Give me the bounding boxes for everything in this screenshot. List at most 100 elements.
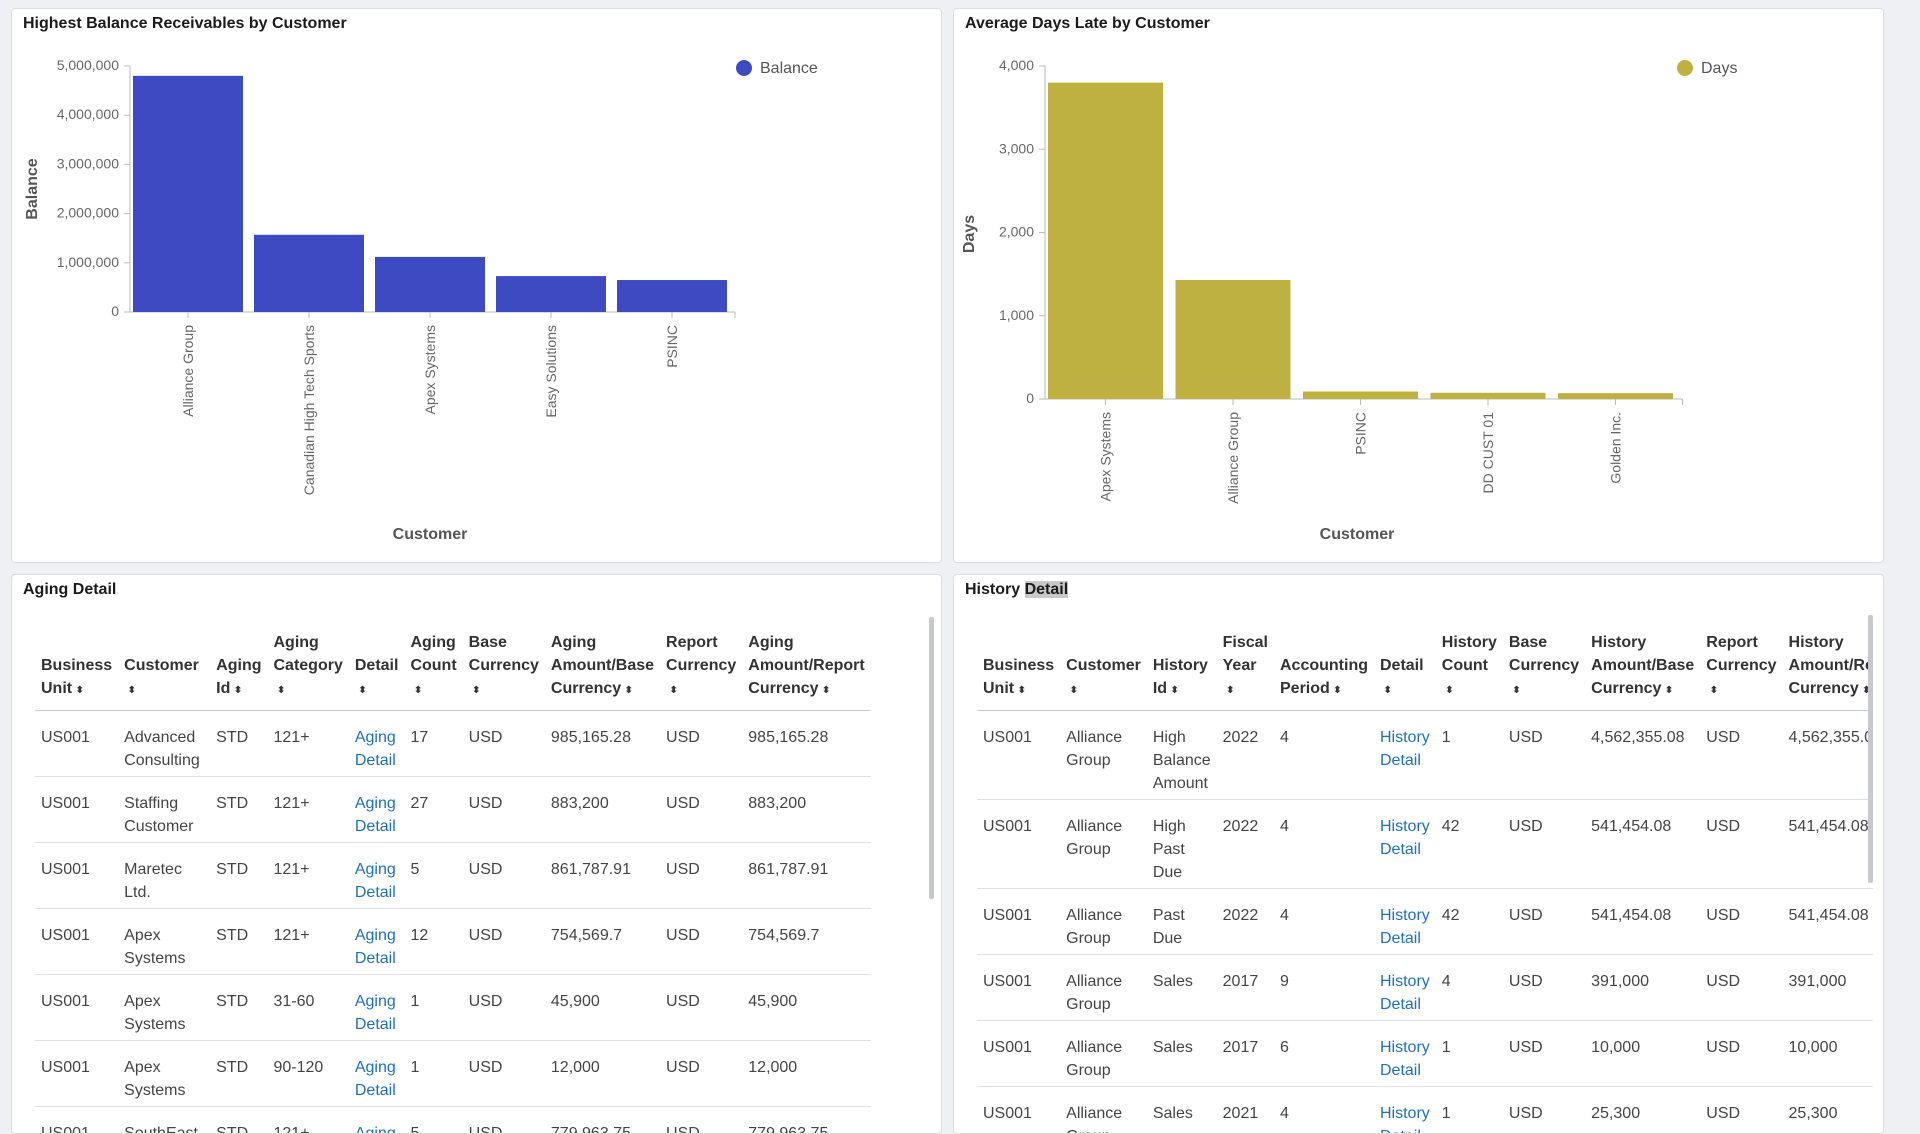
days-bar-alliance-group[interactable] bbox=[1176, 280, 1291, 399]
history-vertical-scrollbar[interactable] bbox=[1868, 615, 1873, 883]
column-header-text: Amount/Report bbox=[748, 657, 864, 674]
days-bar-apex-systems[interactable] bbox=[1048, 83, 1163, 399]
table-cell: 121+ bbox=[268, 711, 349, 777]
column-header-detail[interactable]: Detail⬍ bbox=[349, 619, 405, 711]
history-detail-title: History Detail bbox=[965, 581, 1068, 599]
days-legend-label[interactable]: Days bbox=[1701, 60, 1737, 77]
table-cell: 4 bbox=[1274, 1087, 1374, 1134]
column-header-text: Currency bbox=[1706, 657, 1776, 674]
days-bar-dd-cust-01[interactable] bbox=[1431, 393, 1546, 399]
sort-icon[interactable]: ⬍ bbox=[75, 680, 84, 701]
balance-xtick-label: Apex Systems bbox=[422, 325, 438, 414]
sort-icon[interactable]: ⬍ bbox=[1383, 680, 1392, 701]
table-cell: US001 bbox=[977, 711, 1060, 800]
cell-text: USD bbox=[1509, 973, 1543, 990]
sort-icon[interactable]: ⬍ bbox=[1226, 680, 1235, 701]
sort-icon[interactable]: ⬍ bbox=[1664, 680, 1673, 701]
balance-bar-easy-solutions[interactable] bbox=[496, 276, 606, 312]
sort-icon[interactable]: ⬍ bbox=[1333, 680, 1342, 701]
column-header-text: Fiscal bbox=[1223, 634, 1268, 651]
sort-icon[interactable]: ⬍ bbox=[1017, 680, 1026, 701]
detail-link[interactable]: History Detail bbox=[1380, 973, 1430, 1013]
table-cell: USD bbox=[660, 843, 742, 909]
cell-text: Advanced Consulting bbox=[124, 729, 200, 769]
table-cell: 861,787.91 bbox=[742, 843, 870, 909]
detail-link[interactable]: Aging Detail bbox=[355, 861, 396, 901]
days-bar-golden-inc[interactable] bbox=[1558, 393, 1673, 399]
detail-link[interactable]: Aging Detail bbox=[355, 1125, 396, 1134]
balance-bar-apex-systems[interactable] bbox=[375, 257, 485, 312]
sort-icon[interactable]: ⬍ bbox=[1445, 680, 1454, 701]
detail-link[interactable]: History Detail bbox=[1380, 1105, 1430, 1134]
table-cell: 121+ bbox=[268, 1107, 349, 1134]
column-header-customer[interactable]: Customer⬍ bbox=[1060, 619, 1147, 711]
sort-icon[interactable]: ⬍ bbox=[669, 680, 678, 701]
sort-icon[interactable]: ⬍ bbox=[1512, 680, 1521, 701]
sort-icon[interactable]: ⬍ bbox=[233, 680, 242, 701]
detail-link[interactable]: Aging Detail bbox=[355, 993, 396, 1033]
table-cell: 4,562,355.08 bbox=[1783, 711, 1873, 800]
sort-icon[interactable]: ⬍ bbox=[413, 680, 422, 701]
sort-icon[interactable]: ⬍ bbox=[1709, 680, 1718, 701]
sort-icon[interactable]: ⬍ bbox=[277, 680, 286, 701]
sort-icon[interactable]: ⬍ bbox=[1069, 680, 1078, 701]
sort-icon[interactable]: ⬍ bbox=[822, 680, 831, 701]
table-cell: 27 bbox=[404, 777, 462, 843]
balance-bar-canadian-high-tech-sports[interactable] bbox=[254, 235, 364, 312]
sort-icon[interactable]: ⬍ bbox=[472, 680, 481, 701]
sort-icon[interactable]: ⬍ bbox=[358, 680, 367, 701]
detail-link[interactable]: Aging Detail bbox=[355, 927, 396, 967]
sort-icon[interactable]: ⬍ bbox=[127, 680, 136, 701]
aging-vertical-scrollbar[interactable] bbox=[929, 617, 934, 899]
detail-link[interactable]: Aging Detail bbox=[355, 795, 396, 835]
detail-link[interactable]: History Detail bbox=[1380, 729, 1430, 769]
balance-bar-alliance-group[interactable] bbox=[133, 76, 243, 312]
detail-link[interactable]: Aging Detail bbox=[355, 729, 396, 769]
column-header-detail[interactable]: Detail⬍ bbox=[1374, 619, 1436, 711]
sort-icon[interactable]: ⬍ bbox=[624, 680, 633, 701]
detail-link[interactable]: History Detail bbox=[1380, 818, 1430, 858]
cell-text: US001 bbox=[983, 818, 1032, 835]
detail-link[interactable]: Aging Detail bbox=[355, 1059, 396, 1099]
sort-icon[interactable]: ⬍ bbox=[1170, 680, 1179, 701]
table-cell: USD bbox=[1503, 1021, 1585, 1087]
detail-link[interactable]: History Detail bbox=[1380, 907, 1430, 947]
balance-legend-label[interactable]: Balance bbox=[760, 60, 818, 77]
column-header-customer[interactable]: Customer⬍ bbox=[118, 619, 210, 711]
table-cell: 42 bbox=[1436, 889, 1503, 955]
table-cell: 121+ bbox=[268, 777, 349, 843]
table-cell: USD bbox=[1503, 955, 1585, 1021]
balance-bar-psinc[interactable] bbox=[617, 280, 727, 312]
detail-link[interactable]: History Detail bbox=[1380, 1039, 1430, 1079]
table-cell: USD bbox=[463, 909, 545, 975]
cell-text: 541,454.08 bbox=[1789, 907, 1869, 924]
cell-text: 754,569.7 bbox=[748, 927, 819, 944]
cell-text: 4 bbox=[1280, 1105, 1289, 1122]
days-bar-psinc[interactable] bbox=[1303, 392, 1418, 399]
cell-text: USD bbox=[1509, 1039, 1543, 1056]
column-header-text: Base bbox=[469, 634, 507, 651]
